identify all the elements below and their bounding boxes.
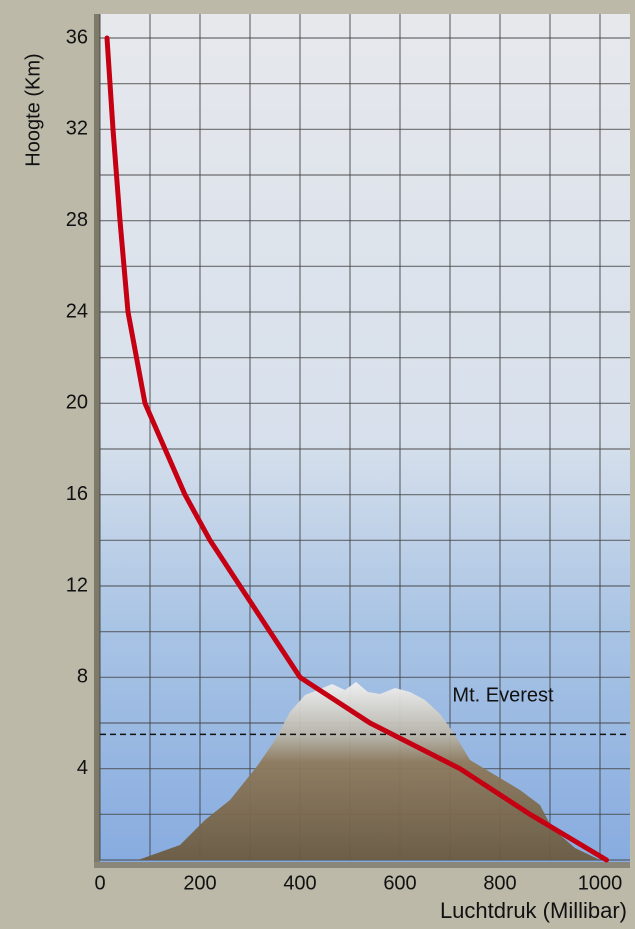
x-tick-label: 0	[94, 872, 105, 894]
y-tick-label: 28	[66, 209, 88, 231]
x-tick-label: 1000	[578, 872, 623, 894]
x-axis-label: Luchtdruk (Millibar)	[440, 898, 627, 923]
x-tick-label: 400	[283, 872, 316, 894]
x-axis-bar	[94, 862, 630, 868]
y-tick-label: 12	[66, 574, 88, 596]
y-tick-label: 16	[66, 483, 88, 505]
y-tick-label: 32	[66, 118, 88, 140]
y-tick-label: 8	[77, 666, 88, 688]
y-axis-label: Hoogte (Km)	[22, 53, 44, 166]
x-tick-label: 800	[483, 872, 516, 894]
y-tick-label: 24	[66, 300, 88, 322]
y-tick-label: 4	[77, 757, 88, 779]
reference-label: Mt. Everest	[452, 685, 554, 707]
y-axis-bar	[94, 14, 100, 864]
chart: Mt. Everest Hoogte (Km) Luchtdruk (Milli…	[0, 0, 635, 929]
y-tick-label: 20	[66, 392, 88, 414]
x-tick-label: 600	[383, 872, 416, 894]
x-tick-label: 200	[183, 872, 216, 894]
y-tick-label: 36	[66, 26, 88, 48]
